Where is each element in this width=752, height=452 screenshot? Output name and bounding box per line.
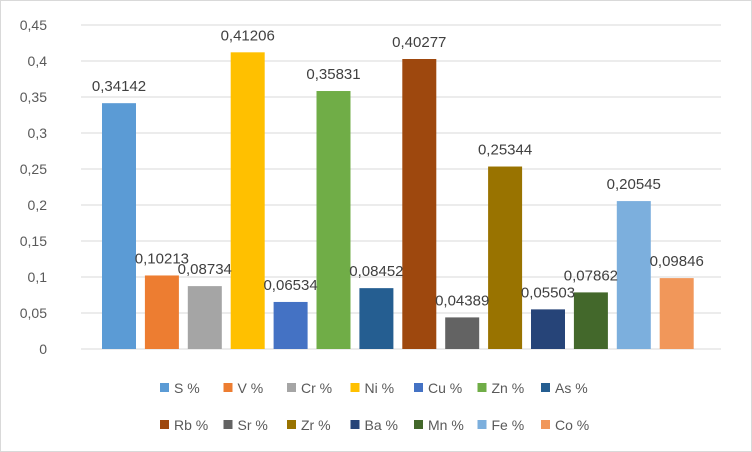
legend-item: Zn % (477, 380, 525, 396)
data-label: 0,08734 (178, 261, 232, 278)
legend-label: Mn % (428, 417, 464, 433)
bar-fe (616, 201, 651, 349)
legend-item: Co % (541, 417, 589, 433)
legend-item: Rb % (160, 417, 208, 433)
data-label: 0,34142 (92, 78, 146, 95)
legend-label: Zr % (301, 417, 331, 433)
legend-label: Cr % (301, 380, 332, 396)
y-tick-label: 0,45 (20, 17, 47, 33)
legend-swatch (477, 383, 487, 392)
bars (102, 52, 694, 350)
y-tick-label: 0,35 (20, 89, 47, 105)
bar-co (659, 278, 694, 349)
legend-swatch (160, 383, 169, 392)
bar-as (359, 288, 394, 349)
legend-swatch (541, 420, 550, 429)
data-label: 0,10213 (135, 250, 189, 267)
legend-swatch (350, 383, 360, 392)
legend-item: Sr % (223, 417, 268, 433)
data-label: 0,20545 (607, 176, 661, 193)
data-label: 0,40277 (392, 34, 446, 51)
legend-swatch (223, 420, 233, 429)
data-label: 0,09846 (650, 253, 704, 270)
legend-label: V % (238, 380, 264, 396)
legend-label: Fe % (492, 417, 525, 433)
legend-item: Cr % (287, 380, 332, 396)
y-tick-label: 0,3 (28, 125, 48, 141)
y-tick-label: 0,15 (20, 233, 47, 249)
legend-item: Fe % (477, 417, 525, 433)
legend-label: Cu % (428, 380, 462, 396)
data-label: 0,07862 (564, 267, 618, 284)
data-label: 0,05503 (521, 284, 575, 301)
legend-swatch (414, 420, 423, 429)
bar-ba (531, 309, 565, 349)
bar-ni (230, 52, 265, 349)
bar-sr (445, 317, 480, 349)
legend-swatch (477, 420, 487, 429)
legend-swatch (223, 383, 233, 392)
legend-swatch (287, 420, 296, 429)
y-tick-label: 0,05 (20, 305, 47, 321)
data-label: 0,25344 (478, 142, 532, 159)
gridlines (81, 24, 721, 350)
legend-swatch (160, 420, 169, 429)
legend-item: Ba % (350, 417, 398, 433)
bar-cr (187, 286, 222, 349)
legend-label: S % (174, 380, 200, 396)
y-axis-tick-labels: 0 0,05 0,1 0,15 0,2 0,25 0,3 0,35 0,4 0,45 (20, 17, 47, 357)
legend-item: Ni % (350, 380, 395, 396)
y-tick-label: 0 (39, 341, 47, 357)
legend-item: Zr % (287, 417, 331, 433)
legend-label: Rb % (174, 417, 208, 433)
bar-s (102, 103, 136, 349)
data-label: 0,06534 (263, 277, 317, 294)
y-tick-label: 0,2 (28, 197, 48, 213)
legend-item: V % (223, 380, 264, 396)
legend-label: Sr % (238, 417, 268, 433)
legend-item: Mn % (414, 417, 464, 433)
legend-label: As % (555, 380, 588, 396)
legend-label: Ni % (365, 380, 395, 396)
legend-swatch (414, 383, 423, 392)
data-label: 0,04389 (435, 292, 489, 309)
y-tick-label: 0,4 (28, 53, 48, 69)
legend-item: S % (160, 380, 200, 396)
legend-swatch (287, 383, 296, 392)
y-tick-label: 0,1 (28, 269, 48, 285)
bar-mn (573, 292, 608, 349)
data-label: 0,35831 (306, 66, 360, 83)
data-label: 0,08452 (349, 263, 403, 280)
bar-rb (402, 59, 437, 349)
y-tick-label: 0,25 (20, 161, 47, 177)
bar-zr (488, 166, 523, 349)
legend-label: Zn % (492, 380, 525, 396)
legend-swatch (350, 420, 360, 429)
legend-item: Cu % (414, 380, 462, 396)
bar-zn (316, 91, 351, 350)
legend-label: Ba % (365, 417, 398, 433)
legend-swatch (541, 383, 550, 392)
legend-item: As % (541, 380, 588, 396)
bar-v (144, 275, 179, 349)
legend-label: Co % (555, 417, 589, 433)
bar-cu (273, 301, 308, 349)
legend: S % V % Cr % Ni % Cu % Zn % As % Rb % Sr % Zr % Ba… (160, 380, 589, 433)
data-label: 0,41206 (221, 27, 275, 44)
